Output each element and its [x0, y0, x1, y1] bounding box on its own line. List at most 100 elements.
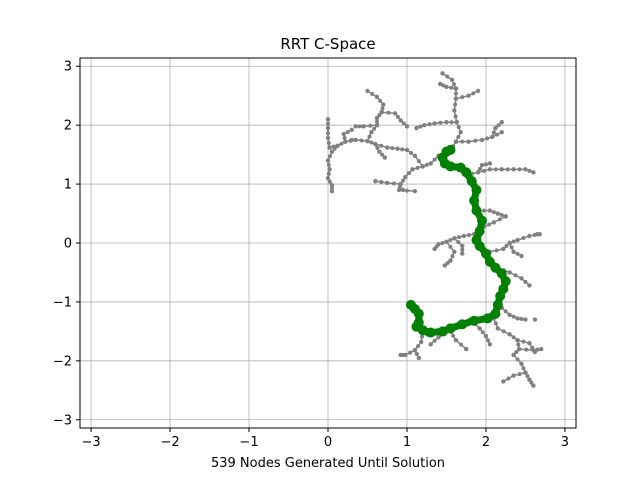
tree-node: [448, 244, 453, 249]
tree-node: [521, 339, 526, 344]
path-node: [469, 315, 480, 326]
tree-node: [452, 108, 457, 113]
tree-node: [475, 88, 481, 94]
tree-node: [487, 222, 492, 227]
tree-node: [453, 139, 459, 144]
tree-node: [501, 379, 506, 384]
tree-node: [380, 152, 385, 157]
tree-node: [374, 122, 380, 128]
tree-node: [511, 352, 516, 358]
tree-node: [481, 168, 486, 173]
tree-node: [485, 136, 490, 141]
tree-node: [515, 316, 520, 321]
tree-node: [453, 86, 459, 91]
tree-node: [452, 249, 457, 255]
path-node: [425, 327, 436, 338]
tree-node: [325, 125, 331, 131]
tree-node: [437, 81, 443, 87]
tree-node: [380, 106, 385, 111]
tree-node: [485, 338, 490, 343]
tree-node: [453, 114, 458, 119]
tree-node: [479, 137, 485, 143]
tree-node: [349, 137, 354, 143]
tree-node: [339, 141, 344, 146]
tree-node: [456, 134, 461, 139]
tree-node: [329, 188, 335, 194]
tree-node: [456, 240, 461, 245]
tree-node: [511, 335, 516, 340]
y-tick-label: 2: [64, 119, 72, 134]
tree-node: [448, 258, 453, 263]
tree-node: [507, 240, 512, 246]
tree-node: [516, 342, 521, 347]
path-node: [437, 326, 448, 337]
rrt-tree: [325, 71, 544, 388]
tree-node: [511, 239, 516, 244]
tree-node: [449, 77, 455, 82]
path-node: [484, 256, 495, 267]
tree-node: [493, 321, 498, 326]
tree-node: [523, 167, 528, 172]
tree-node: [419, 334, 424, 339]
tree-node: [466, 139, 471, 144]
tree-node: [517, 167, 522, 172]
tree-node: [460, 139, 465, 144]
tree-node: [368, 123, 373, 128]
tree-node: [460, 251, 465, 256]
tree-node: [353, 137, 358, 143]
tree-node: [516, 346, 522, 352]
x-tick-label: 2: [482, 435, 490, 450]
tree-node: [353, 124, 358, 129]
tree-node: [483, 162, 488, 167]
tree-node: [329, 183, 335, 188]
tree-node: [377, 113, 382, 118]
tree-node: [372, 126, 377, 131]
tree-node: [406, 171, 411, 176]
tree-node: [527, 340, 532, 346]
tree-node: [412, 153, 418, 159]
path-node: [492, 299, 503, 310]
tree-node: [395, 114, 400, 119]
x-tick-label: −3: [81, 435, 100, 450]
tree-node: [481, 208, 486, 213]
tree-node: [494, 248, 499, 253]
tree-node: [539, 346, 544, 352]
tree-node: [436, 335, 441, 340]
tree-node: [535, 231, 540, 237]
tree-node: [361, 124, 366, 129]
tree-node: [369, 130, 374, 135]
tree-node: [374, 119, 379, 124]
x-tick-label: 1: [403, 435, 411, 450]
path-node: [500, 276, 511, 287]
tree-node: [442, 263, 448, 268]
tree-node: [343, 139, 348, 144]
tree-node: [519, 317, 524, 322]
tree-node: [448, 238, 453, 243]
tree-node: [374, 94, 380, 100]
tree-node: [379, 143, 384, 148]
tree-node: [519, 276, 524, 281]
tree-node: [449, 85, 454, 90]
tree-node: [473, 138, 478, 143]
y-tick-label: −2: [53, 354, 72, 369]
tree-node: [480, 330, 485, 335]
tree-node: [375, 145, 380, 150]
tree-node: [471, 91, 476, 96]
tree-node: [412, 188, 418, 194]
path-node: [471, 205, 482, 216]
tree-node: [378, 98, 383, 103]
tree-node: [385, 145, 390, 150]
tree-node: [390, 146, 395, 151]
path-node: [471, 184, 482, 195]
tree-node: [531, 348, 536, 353]
tree-node: [453, 96, 459, 101]
tree-node: [370, 91, 375, 96]
tree-node: [507, 332, 512, 337]
tree-node: [327, 167, 332, 172]
tree-node: [326, 131, 330, 136]
tree-node: [414, 125, 419, 131]
tree-node: [325, 158, 331, 163]
tree-node: [444, 239, 449, 245]
